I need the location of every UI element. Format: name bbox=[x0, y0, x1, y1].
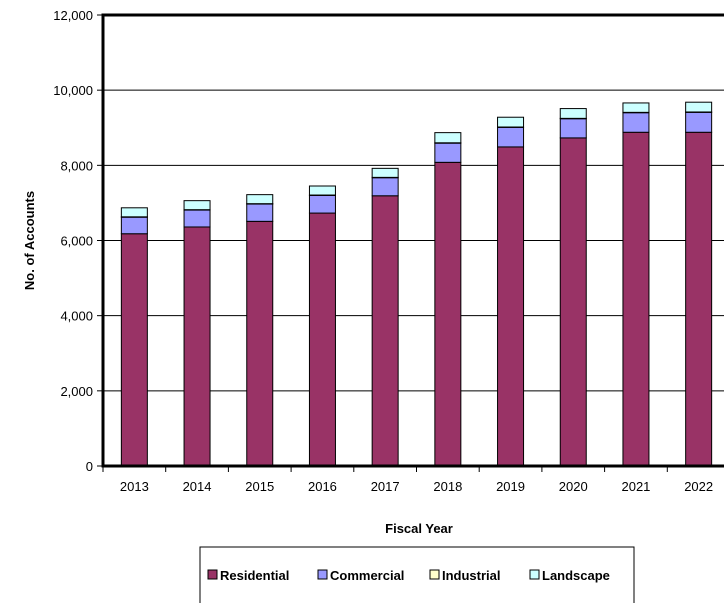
legend-label-commercial: Commercial bbox=[330, 568, 404, 583]
bar-segment-commercial bbox=[183, 209, 211, 228]
bar-segment-landscape bbox=[246, 194, 274, 205]
x-tick-label: 2016 bbox=[308, 479, 337, 494]
legend-swatch-commercial bbox=[317, 569, 328, 580]
x-tick-label: 2017 bbox=[371, 479, 400, 494]
y-tick-label: 4,000 bbox=[60, 309, 93, 324]
legend-box bbox=[199, 546, 635, 603]
x-tick-label: 2018 bbox=[433, 479, 462, 494]
x-axis-ticks: 2013 2014 2015 2016 2017 2018 2019 2020 2021 2022 bbox=[102, 466, 713, 494]
legend: Residential Commercial Industrial Landscape bbox=[199, 546, 635, 603]
x-axis-title: Fiscal Year bbox=[385, 521, 453, 536]
bar-segment-commercial bbox=[434, 142, 462, 163]
legend-swatch-industrial bbox=[429, 569, 440, 580]
y-tick-label: 12,000 bbox=[53, 8, 93, 23]
y-tick-label: 0 bbox=[86, 459, 93, 474]
x-tick-label: 2020 bbox=[559, 479, 588, 494]
bar-segment-residential bbox=[559, 137, 587, 467]
bar-segment-landscape bbox=[559, 108, 587, 119]
bar-segment-commercial bbox=[246, 203, 274, 222]
bar-segment-landscape bbox=[308, 185, 336, 196]
legend-label-residential: Residential bbox=[220, 568, 289, 583]
y-axis-ticks: 0 2,000 4,000 6,000 8,000 10,000 12,000 bbox=[53, 8, 103, 474]
x-tick-label: 2014 bbox=[183, 479, 212, 494]
bar-segment-landscape bbox=[685, 101, 713, 113]
bar-segment-residential bbox=[120, 233, 148, 467]
bar-segment-residential bbox=[183, 226, 211, 467]
bar-segment-commercial bbox=[622, 112, 650, 133]
bar-segment-residential bbox=[622, 131, 650, 467]
y-tick-label: 10,000 bbox=[53, 83, 93, 98]
legend-label-landscape: Landscape bbox=[542, 568, 610, 583]
bar-segment-landscape bbox=[622, 102, 650, 113]
bar-segment-landscape bbox=[434, 132, 462, 144]
bar-segment-landscape bbox=[497, 116, 525, 128]
bar-stacks bbox=[120, 101, 713, 467]
x-tick-label: 2013 bbox=[120, 479, 149, 494]
bar-segment-residential bbox=[246, 220, 274, 467]
bar-segment-commercial bbox=[308, 194, 336, 214]
bar-segment-residential bbox=[371, 195, 399, 467]
legend-swatch-landscape bbox=[529, 569, 540, 580]
bar-segment-commercial bbox=[120, 216, 148, 235]
y-tick-label: 2,000 bbox=[60, 384, 93, 399]
bar-segment-commercial bbox=[559, 118, 587, 139]
y-tick-label: 6,000 bbox=[60, 234, 93, 249]
bar-segment-landscape bbox=[120, 207, 148, 218]
bar-segment-residential bbox=[308, 212, 336, 467]
y-tick-label: 8,000 bbox=[60, 158, 93, 173]
legend-label-industrial: Industrial bbox=[442, 568, 501, 583]
bar-segment-residential bbox=[685, 131, 713, 467]
bar-segment-commercial bbox=[685, 111, 713, 133]
bar-segment-landscape bbox=[183, 200, 211, 211]
bar-segment-commercial bbox=[371, 177, 399, 197]
x-tick-label: 2019 bbox=[496, 479, 525, 494]
bar-segment-landscape bbox=[371, 167, 399, 178]
bar-segment-residential bbox=[434, 161, 462, 467]
y-axis-title: No. of Accounts bbox=[22, 191, 37, 290]
x-tick-label: 2015 bbox=[245, 479, 274, 494]
x-tick-label: 2022 bbox=[684, 479, 713, 494]
bar-segment-residential bbox=[497, 146, 525, 467]
legend-swatch-residential bbox=[207, 569, 218, 580]
bar-segment-commercial bbox=[497, 126, 525, 148]
x-tick-label: 2021 bbox=[621, 479, 650, 494]
